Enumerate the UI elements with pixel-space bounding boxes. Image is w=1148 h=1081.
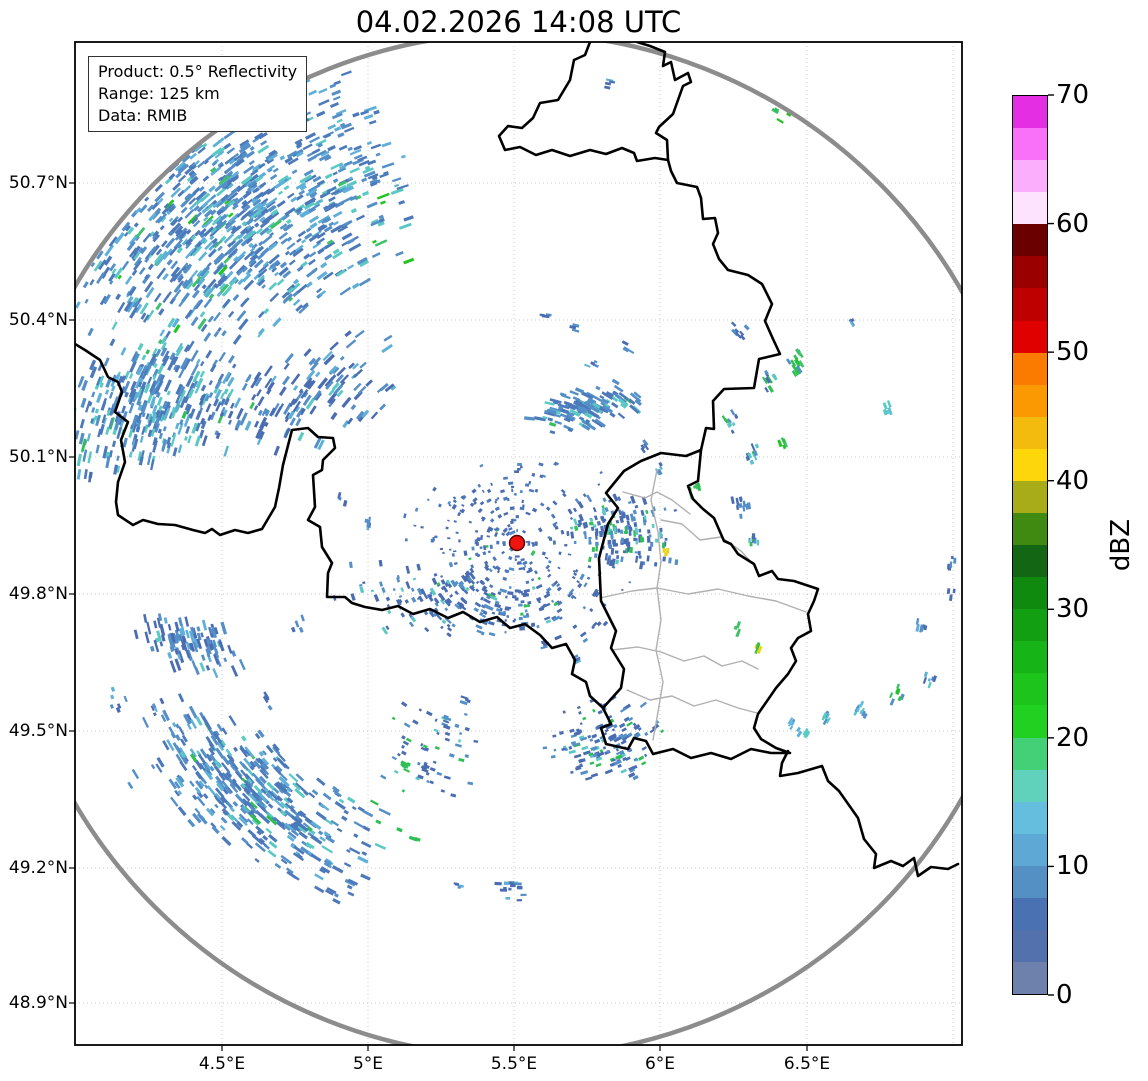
colorbar-tick-label: 20 [1056, 722, 1090, 753]
colorbar-segment [1013, 673, 1047, 706]
colorbar-segment [1013, 96, 1047, 129]
data-source-line: Data: RMIB [98, 106, 188, 125]
colorbar-segment [1013, 256, 1047, 289]
colorbar-segment [1013, 513, 1047, 546]
page-title: 04.02.2026 14:08 UTC [355, 5, 682, 39]
colorbar-segment [1013, 224, 1047, 257]
colorbar-tick-label: 70 [1056, 80, 1090, 110]
range-line: Range: 125 km [98, 84, 220, 103]
colorbar-segment [1013, 288, 1047, 321]
colorbar-tick-label: 0 [1056, 980, 1073, 1010]
product-info-box: Product: 0.5° Reflectivity Range: 125 km… [88, 56, 308, 132]
colorbar-segment [1013, 801, 1047, 834]
lon-tick-label: 6°E [644, 1054, 676, 1074]
lat-tick-label: 49.2°N [8, 858, 68, 878]
colorbar-segment [1013, 737, 1047, 770]
colorbar-segment [1013, 416, 1047, 449]
colorbar-segment [1013, 448, 1047, 481]
lon-tick-label: 6.5°E [783, 1054, 831, 1074]
colorbar-segment [1013, 192, 1047, 225]
colorbar [1012, 95, 1048, 995]
colorbar-segment [1013, 962, 1047, 995]
lon-tick-label: 5.5°E [490, 1054, 538, 1074]
colorbar-segment [1013, 320, 1047, 353]
colorbar-segment [1013, 705, 1047, 738]
lat-tick-label: 50.4°N [8, 310, 68, 330]
colorbar-tick-label: 50 [1056, 337, 1090, 368]
reflectivity-echoes [75, 70, 957, 905]
colorbar-segment [1013, 480, 1047, 514]
lat-tick-label: 48.9°N [8, 993, 68, 1013]
colorbar-segment [1013, 833, 1047, 866]
colorbar-segment [1013, 128, 1047, 161]
colorbar-tick-label: 60 [1056, 208, 1090, 239]
lon-tick-label: 4.5°E [198, 1054, 246, 1074]
product-line: Product: 0.5° Reflectivity [98, 62, 298, 81]
colorbar-segment [1013, 352, 1047, 385]
lat-tick-label: 49.8°N [8, 584, 68, 604]
country-borders [75, 42, 960, 878]
colorbar-tick-label: 40 [1056, 465, 1090, 496]
lat-tick-label: 49.5°N [8, 721, 68, 741]
lat-tick-label: 50.1°N [8, 447, 68, 467]
colorbar-segment [1013, 384, 1047, 417]
colorbar-segment [1013, 897, 1047, 931]
colorbar-segment [1013, 545, 1047, 578]
colorbar-segment [1013, 865, 1047, 898]
colorbar-segment [1013, 609, 1047, 642]
colorbar-segment [1013, 769, 1047, 802]
colorbar-segment [1013, 160, 1047, 193]
colorbar-tick-label: 10 [1056, 851, 1090, 882]
colorbar-tick-label: 30 [1056, 594, 1090, 625]
colorbar-segment [1013, 577, 1047, 610]
colorbar-segment [1013, 641, 1047, 674]
radar-site-marker [508, 534, 526, 552]
colorbar-tick-marks [1048, 94, 1054, 996]
colorbar-axis-label: dBZ [1106, 518, 1136, 572]
plot-frame [74, 41, 963, 1046]
lon-tick-label: 5°E [352, 1054, 384, 1074]
colorbar-segment [1013, 930, 1047, 963]
internal-borders [599, 469, 807, 741]
lat-tick-label: 50.7°N [8, 173, 68, 193]
axis-tick-marks [69, 182, 808, 1051]
